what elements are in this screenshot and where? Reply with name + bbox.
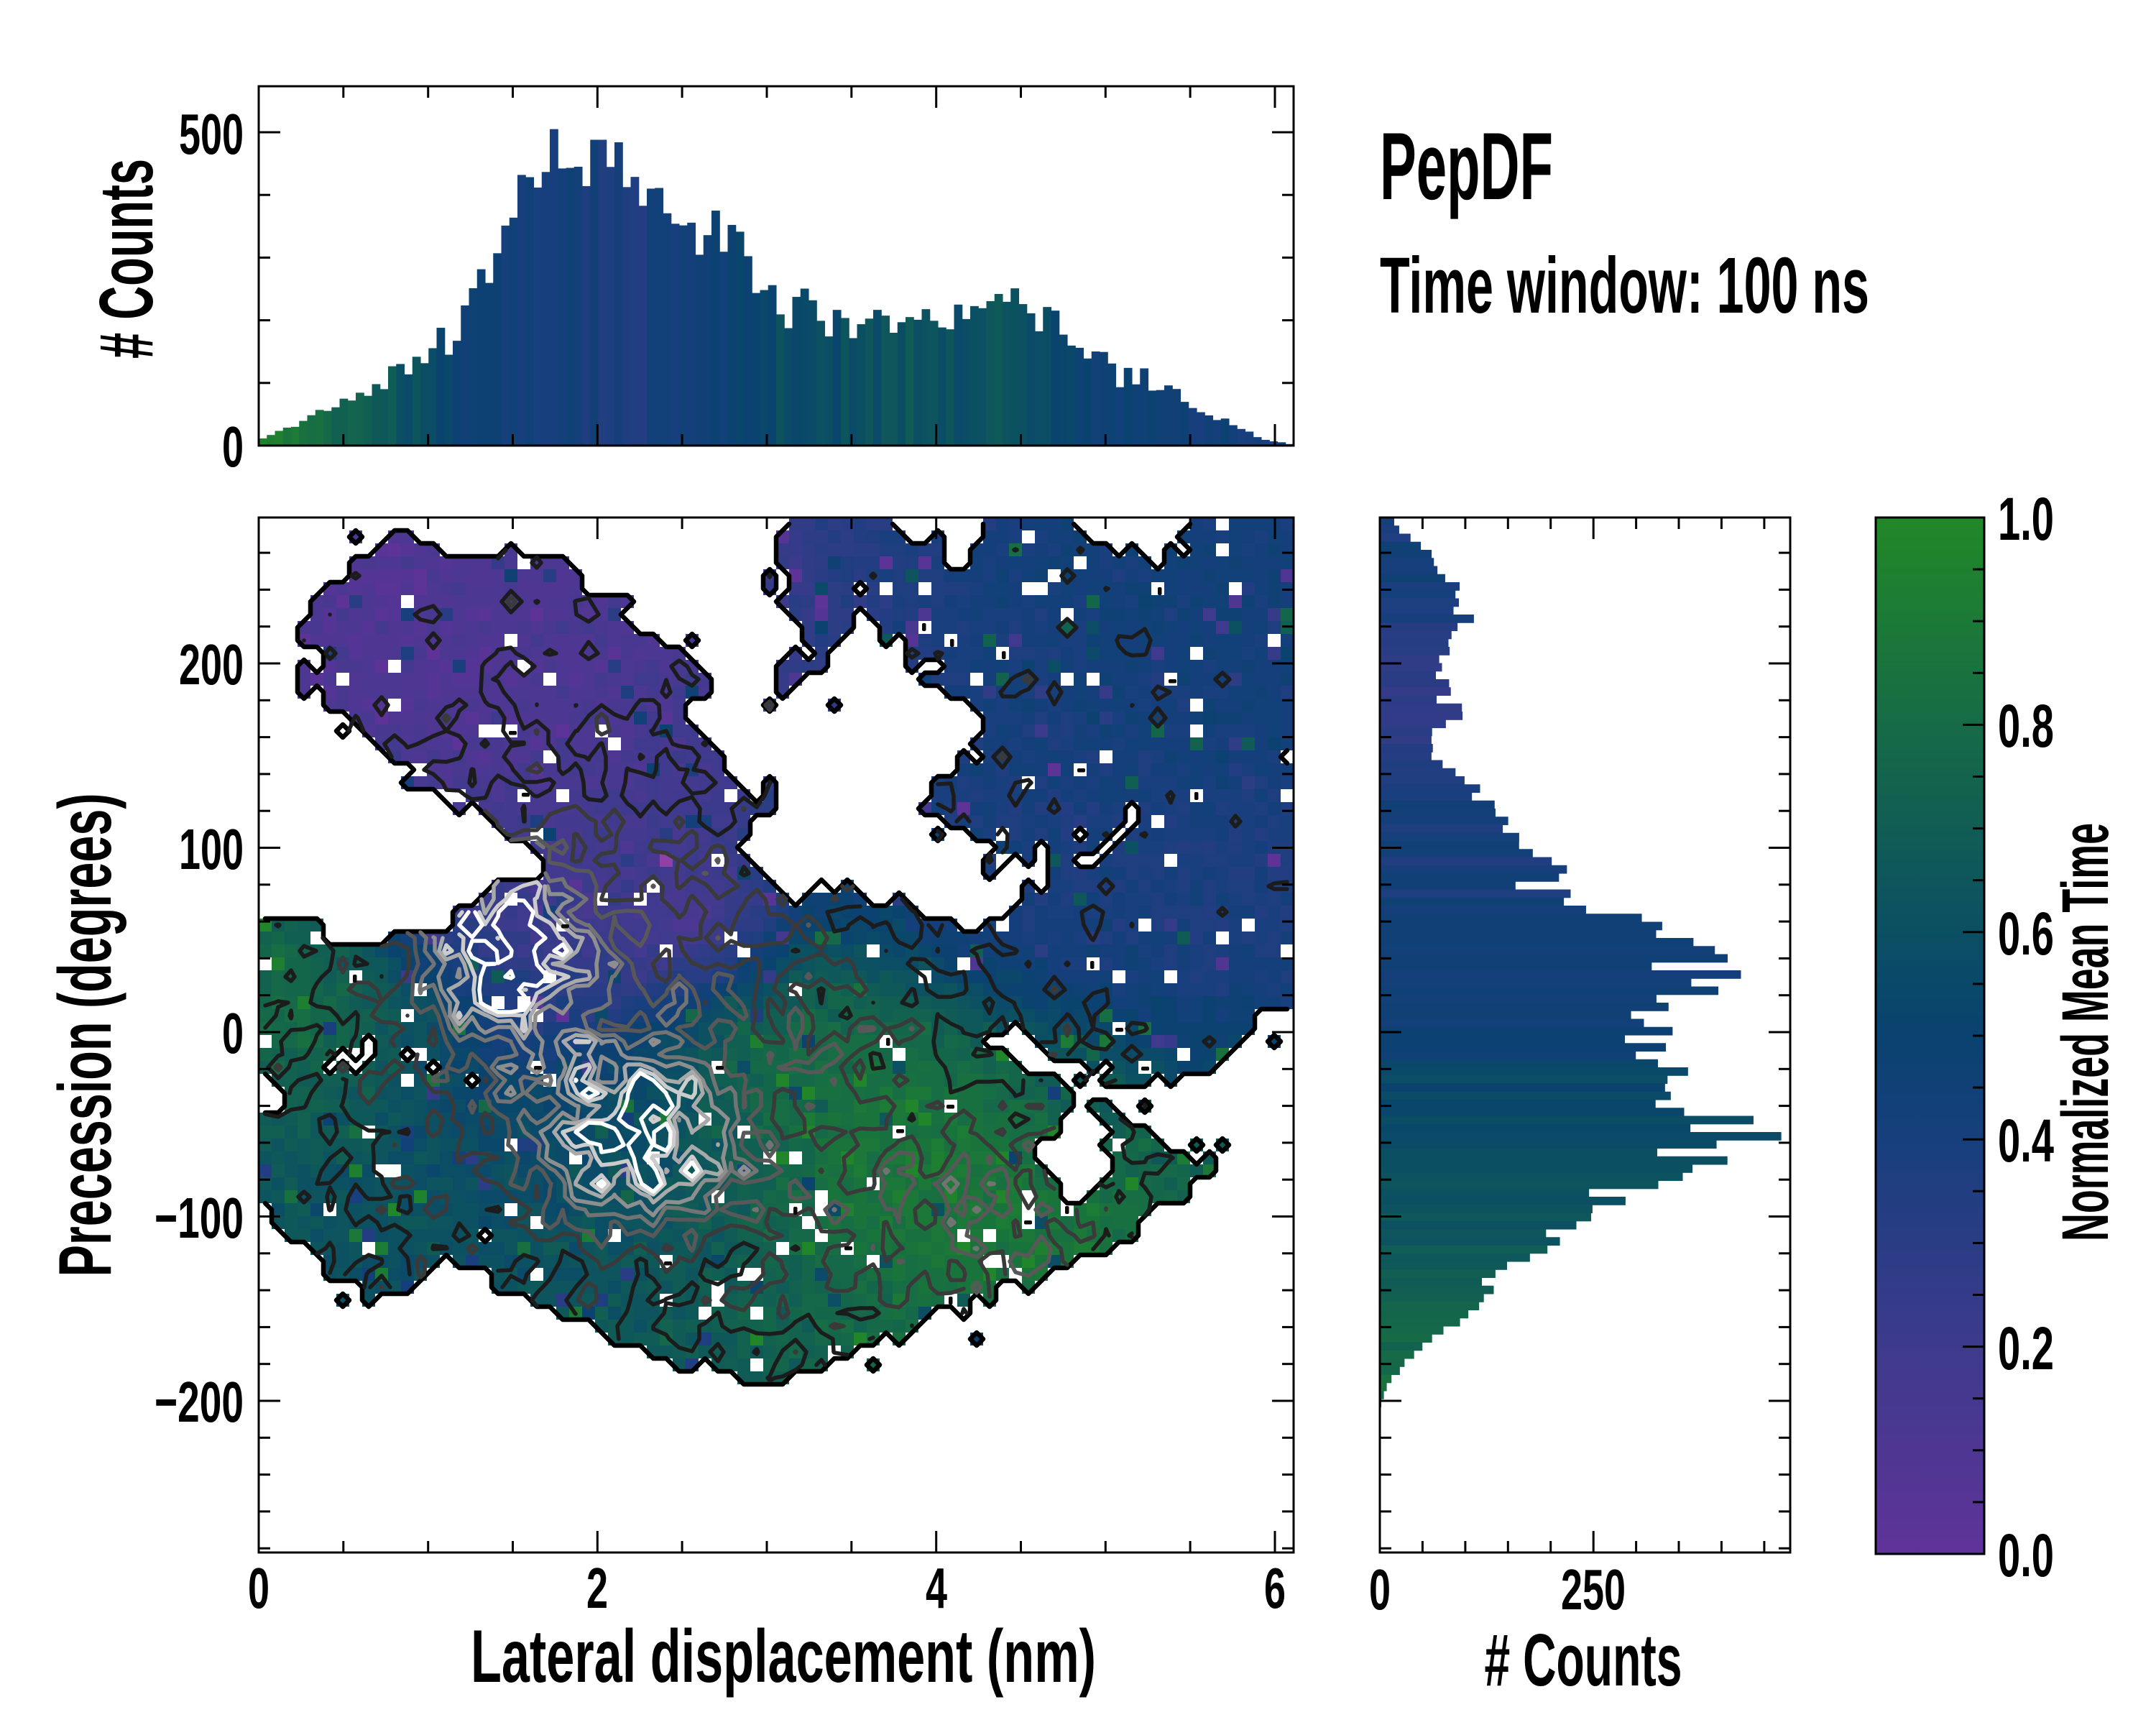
svg-text:4: 4 [926, 1556, 947, 1620]
svg-text:0: 0 [1369, 1558, 1391, 1622]
svg-text:−200: −200 [155, 1370, 244, 1434]
svg-text:# Counts: # Counts [84, 159, 169, 359]
svg-text:0.4: 0.4 [1998, 1107, 2054, 1174]
svg-text:0.6: 0.6 [1998, 900, 2054, 967]
svg-text:Normalized Mean Time: Normalized Mean Time [2049, 823, 2122, 1241]
svg-text:PepDF: PepDF [1380, 114, 1553, 220]
svg-text:500: 500 [179, 102, 244, 166]
svg-text:0: 0 [222, 1001, 244, 1065]
svg-text:6: 6 [1264, 1556, 1286, 1620]
svg-text:−100: −100 [155, 1186, 244, 1250]
svg-text:2: 2 [586, 1556, 608, 1620]
svg-text:Lateral displacement (nm): Lateral displacement (nm) [471, 1615, 1096, 1698]
svg-text:100: 100 [179, 817, 244, 881]
svg-text:# Counts: # Counts [1485, 1619, 1682, 1701]
svg-text:0: 0 [222, 415, 244, 479]
svg-text:Time window: 100 ns: Time window: 100 ns [1380, 242, 1869, 330]
svg-text:0.2: 0.2 [1998, 1315, 2054, 1382]
svg-text:Precession (degrees): Precession (degrees) [44, 794, 127, 1277]
svg-text:1.0: 1.0 [1998, 485, 2054, 553]
svg-text:0.0: 0.0 [1998, 1522, 2054, 1589]
svg-text:0.8: 0.8 [1998, 692, 2054, 760]
svg-text:250: 250 [1561, 1558, 1626, 1622]
svg-text:0: 0 [248, 1556, 270, 1620]
svg-text:200: 200 [179, 632, 244, 696]
